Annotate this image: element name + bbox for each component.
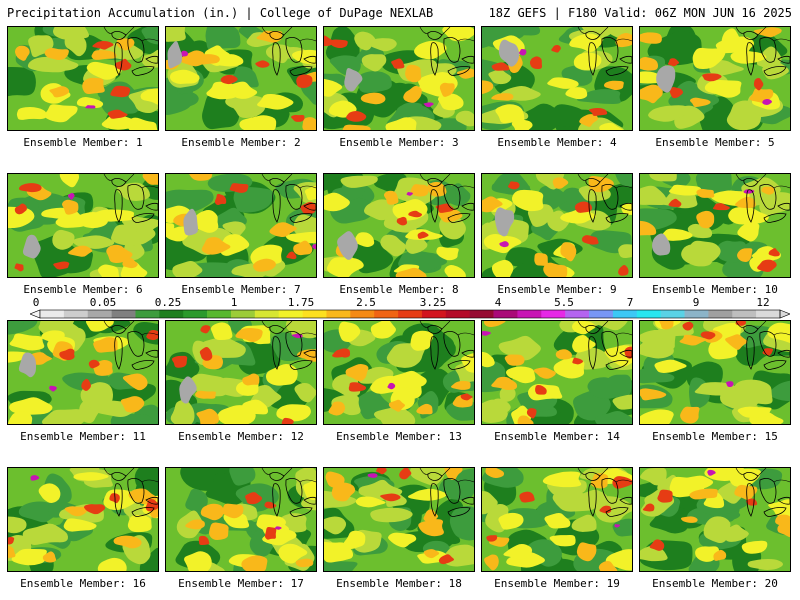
colorbar-tick-label: 5.5	[554, 296, 574, 309]
ensemble-member-label: Ensemble Member: 16	[20, 577, 146, 590]
colorbar-tick-label: 7	[626, 296, 634, 309]
precipitation-map	[639, 467, 791, 572]
ensemble-member-label: Ensemble Member: 10	[652, 283, 778, 296]
precipitation-map	[639, 320, 791, 425]
colorbar-swatch	[565, 310, 590, 318]
colorbar-swatch	[421, 310, 447, 318]
ensemble-member-label: Ensemble Member: 14	[494, 430, 620, 443]
colorbar-swatch	[135, 310, 160, 318]
ensemble-member-label: Ensemble Member: 17	[178, 577, 304, 590]
precipitation-map	[7, 26, 159, 131]
colorbar-swatch	[660, 310, 685, 318]
ensemble-member-label: Ensemble Member: 9	[497, 283, 617, 296]
ensemble-member-label: Ensemble Member: 4	[497, 136, 617, 149]
precipitation-map	[323, 467, 475, 572]
colorbar-swatch	[469, 310, 494, 318]
ensemble-member-label: Ensemble Member: 19	[494, 577, 620, 590]
precipitation-map	[7, 320, 159, 425]
product-title: Precipitation Accumulation (in.) | Colle…	[7, 6, 434, 20]
colorbar-swatch	[612, 310, 638, 318]
colorbar-swatch	[230, 310, 256, 318]
colorbar-swatch	[517, 310, 542, 318]
precipitation-map	[165, 320, 317, 425]
ensemble-member-label: Ensemble Member: 2	[181, 136, 301, 149]
ensemble-member-label: Ensemble Member: 5	[655, 136, 775, 149]
precipitation-color-scale	[30, 309, 790, 319]
precipitation-map	[481, 467, 633, 572]
colorbar-swatch	[326, 310, 351, 318]
ensemble-member-label: Ensemble Member: 15	[652, 430, 778, 443]
colorbar-tick-label: 0	[32, 296, 40, 309]
model-run-valid-time: 18Z GEFS | F180 Valid: 06Z MON JUN 16 20…	[488, 6, 792, 20]
precipitation-map	[323, 173, 475, 278]
colorbar-tick-label: 2.5	[356, 296, 376, 309]
colorbar-swatch	[374, 310, 399, 318]
colorbar-swatch	[445, 310, 470, 318]
colorbar-swatch	[40, 310, 65, 318]
colorbar-swatch	[159, 310, 184, 318]
precipitation-map	[165, 467, 317, 572]
colorbar-swatch	[87, 310, 112, 318]
ensemble-member-label: Ensemble Member: 20	[652, 577, 778, 590]
colorbar-swatch	[183, 310, 208, 318]
precipitation-map	[323, 320, 475, 425]
ensemble-member-label: Ensemble Member: 12	[178, 430, 304, 443]
colorbar-max-arrow	[779, 309, 790, 319]
precipitation-map	[165, 26, 317, 131]
colorbar-swatch	[302, 310, 327, 318]
ensemble-member-label: Ensemble Member: 13	[336, 430, 462, 443]
ensemble-member-label: Ensemble Member: 18	[336, 577, 462, 590]
colorbar-swatch	[63, 310, 89, 318]
colorbar-tick-label: 1.75	[287, 296, 315, 309]
colorbar-swatch	[111, 310, 136, 318]
colorbar-swatch	[398, 310, 423, 318]
colorbar-tick-label: 12	[756, 296, 770, 309]
colorbar-tick-label: 4	[494, 296, 502, 309]
colorbar-tick-label: 1	[230, 296, 238, 309]
precipitation-map	[481, 173, 633, 278]
ensemble-member-label: Ensemble Member: 7	[181, 283, 301, 296]
colorbar-swatch	[541, 310, 566, 318]
ensemble-member-label: Ensemble Member: 3	[339, 136, 459, 149]
colorbar-swatch	[207, 310, 232, 318]
colorbar-swatch	[350, 310, 375, 318]
precipitation-map	[481, 26, 633, 131]
precipitation-map	[7, 467, 159, 572]
colorbar-swatch	[278, 310, 303, 318]
colorbar-tick-label: 0.05	[89, 296, 117, 309]
colorbar-tick-label: 9	[692, 296, 700, 309]
colorbar-swatch	[636, 310, 661, 318]
ensemble-member-label: Ensemble Member: 6	[23, 283, 143, 296]
precipitation-map	[639, 26, 791, 131]
precipitation-map	[7, 173, 159, 278]
precipitation-map	[323, 26, 475, 131]
colorbar-swatch	[589, 310, 614, 318]
ensemble-member-label: Ensemble Member: 8	[339, 283, 459, 296]
colorbar-tick-label: 0.25	[154, 296, 182, 309]
colorbar-min-arrow	[30, 309, 41, 319]
precipitation-map	[639, 173, 791, 278]
colorbar-swatch	[493, 310, 518, 318]
colorbar-swatch	[254, 310, 280, 318]
colorbar-tick-label: 3.25	[419, 296, 447, 309]
colorbar-swatch	[684, 310, 709, 318]
precipitation-map	[481, 320, 633, 425]
ensemble-member-label: Ensemble Member: 1	[23, 136, 143, 149]
colorbar-swatch	[756, 310, 781, 318]
precipitation-map	[165, 173, 317, 278]
colorbar-swatch	[732, 310, 757, 318]
ensemble-member-label: Ensemble Member: 11	[20, 430, 146, 443]
colorbar-swatch	[708, 310, 733, 318]
